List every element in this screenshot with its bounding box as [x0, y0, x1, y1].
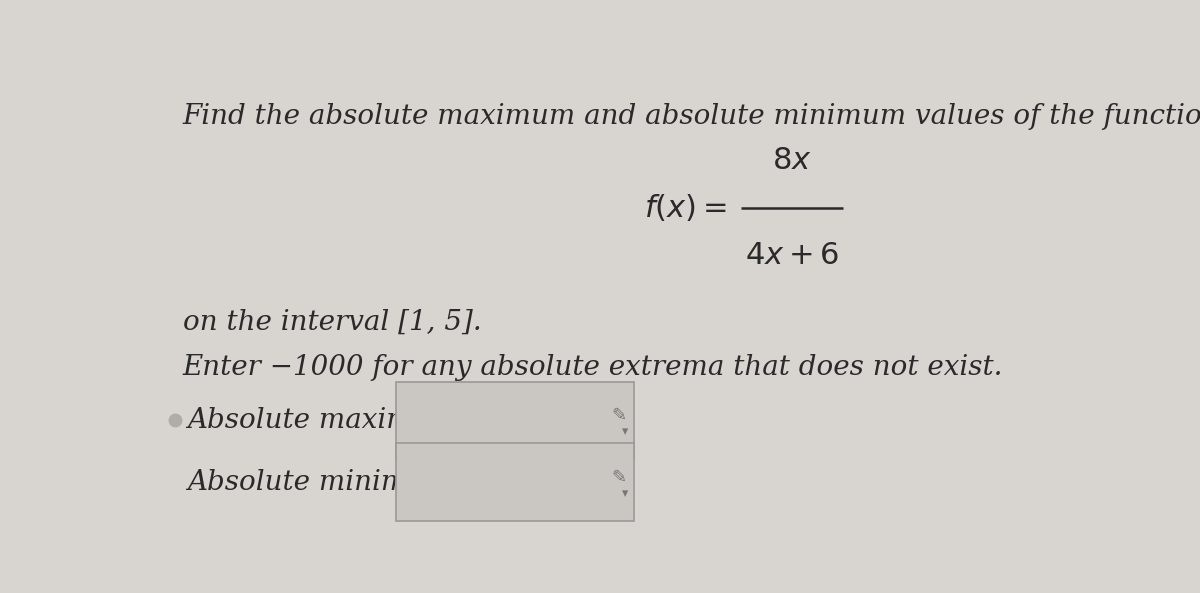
Text: ✎: ✎	[611, 468, 626, 486]
Text: ✎: ✎	[611, 407, 626, 425]
Text: $f(x) =$: $f(x) =$	[643, 193, 727, 224]
Text: Find the absolute maximum and absolute minimum values of the function: Find the absolute maximum and absolute m…	[182, 103, 1200, 130]
Text: $8x$: $8x$	[772, 145, 811, 176]
Text: ▾: ▾	[622, 487, 628, 500]
Text: Absolute maximum =: Absolute maximum =	[187, 407, 490, 434]
Text: on the interval [1, 5].: on the interval [1, 5].	[182, 308, 481, 336]
Text: Enter −1000 for any absolute extrema that does not exist.: Enter −1000 for any absolute extrema tha…	[182, 354, 1003, 381]
Text: ▾: ▾	[622, 425, 628, 438]
Text: $4x + 6$: $4x + 6$	[744, 240, 839, 271]
Text: Absolute minimum =: Absolute minimum =	[187, 468, 484, 496]
